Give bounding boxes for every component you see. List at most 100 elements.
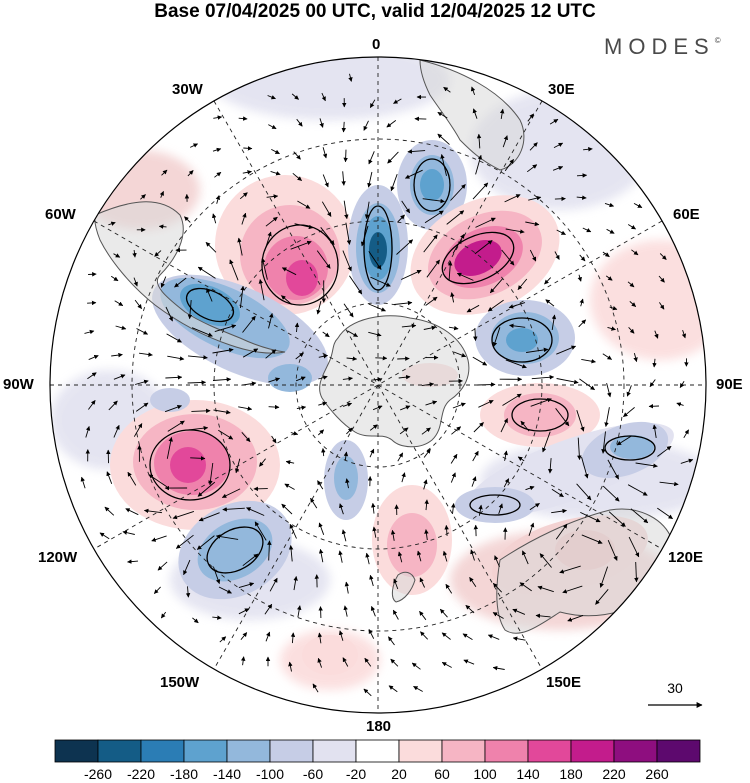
wind-arrow [392, 609, 399, 620]
wind-arrow [419, 577, 426, 588]
wind-arrow [607, 459, 619, 480]
wind-arrow [229, 259, 239, 281]
wind-arrow [652, 358, 657, 368]
new-zealand-outline [391, 571, 416, 603]
wind-arrow [505, 359, 527, 369]
wind-arrow [342, 402, 353, 407]
wind-arrow [388, 636, 395, 646]
wind-arrow [159, 190, 164, 198]
lon-label-150e: 150E [546, 674, 582, 691]
wind-arrow [317, 657, 323, 668]
wind-arrow [579, 298, 584, 307]
wind-arrow [606, 228, 615, 234]
wind-arrow [206, 287, 213, 302]
wind-arrow [680, 458, 694, 464]
wind-arrow [627, 281, 635, 288]
wind-arrow [214, 324, 237, 333]
wind-arrow [447, 260, 453, 281]
wind-arrow [165, 375, 183, 380]
wind-arrow [310, 497, 318, 509]
colorbar-tick-label: 60 [434, 766, 450, 782]
wind-arrow [537, 585, 554, 593]
wind-arrow [293, 576, 298, 591]
wind-arrow [154, 250, 162, 257]
wind-arrow [549, 118, 559, 125]
wind-arrow [504, 159, 514, 172]
wind-arrow [266, 194, 279, 199]
wind-arrow [487, 299, 504, 312]
wind-arrow [387, 151, 399, 164]
colorbar-tick-label: -140 [213, 766, 241, 782]
wind-arrow [393, 578, 399, 590]
wind-arrow [554, 196, 566, 202]
wind-arrow [240, 656, 246, 666]
wind-arrow [342, 250, 352, 272]
colorbar-swatch [97, 739, 142, 763]
wind-arrow [85, 425, 91, 438]
wind-arrow [576, 483, 592, 501]
wind-arrow [657, 445, 672, 457]
wind-arrow [527, 113, 534, 122]
wind-arrow [239, 285, 245, 309]
wind-arrow [547, 458, 553, 474]
wind-arrow [135, 402, 149, 412]
colorbar-tick-label: -100 [256, 766, 284, 782]
wind-arrow [473, 422, 484, 433]
wind-arrow [317, 632, 323, 644]
wind-arrow [401, 472, 406, 483]
wind-arrow [136, 328, 148, 335]
wind-arrow [551, 508, 567, 514]
wind-arrow [492, 327, 501, 347]
wind-arrow [413, 686, 423, 692]
wind-arrow [509, 323, 526, 329]
wind-arrow [602, 485, 620, 502]
anomaly-blob-negative-south-west [178, 500, 292, 600]
wind-arrow [551, 314, 557, 330]
wind-arrow [342, 376, 353, 381]
wind-arrow [424, 499, 429, 511]
wind-arrow [343, 149, 348, 163]
wind-arrow [525, 221, 540, 227]
wind-arrow [567, 614, 584, 622]
wind-arrow [472, 450, 479, 462]
wind-arrow [293, 151, 301, 160]
colorbar-swatch [312, 739, 357, 763]
wind-arrow [212, 147, 222, 153]
wind-arrow [294, 322, 300, 333]
wind-arrow [470, 86, 476, 96]
wind-arrow [87, 300, 97, 306]
wind-arrow [372, 526, 377, 538]
vector-reference: 30 [648, 680, 703, 708]
wind-arrow [530, 398, 552, 407]
wind-arrow [238, 116, 248, 121]
wind-arrow [552, 165, 564, 171]
wind-arrow [259, 458, 266, 467]
wind-arrow [602, 353, 612, 360]
wind-arrow [132, 249, 137, 258]
wind-arrow [127, 559, 139, 564]
wind-arrow [205, 241, 217, 253]
wind-arrow [604, 202, 615, 208]
wind-arrow [288, 661, 293, 672]
wind-arrow [390, 658, 399, 667]
streamlines [149, 158, 656, 574]
colorbar-tick-label: -260 [84, 766, 112, 782]
lon-label-90e: 90E [716, 376, 743, 393]
wind-arrow [368, 151, 375, 165]
colorbar-swatch [613, 739, 658, 763]
wind-arrow [512, 608, 526, 615]
wind-arrow [166, 333, 182, 343]
wind-arrow [526, 164, 538, 173]
wind-arrow [445, 583, 453, 594]
wind-arrow [442, 550, 448, 562]
wind-arrow [242, 170, 252, 175]
colorbar-swatch [269, 739, 314, 763]
wind-arrow [125, 508, 139, 516]
wind-arrow [218, 586, 232, 594]
wind-arrow [343, 605, 348, 617]
wind-arrow [187, 170, 194, 177]
wind-arrow [215, 195, 221, 204]
wind-arrow [322, 174, 329, 188]
wind-arrow [187, 355, 208, 360]
wind-arrow [437, 133, 450, 145]
